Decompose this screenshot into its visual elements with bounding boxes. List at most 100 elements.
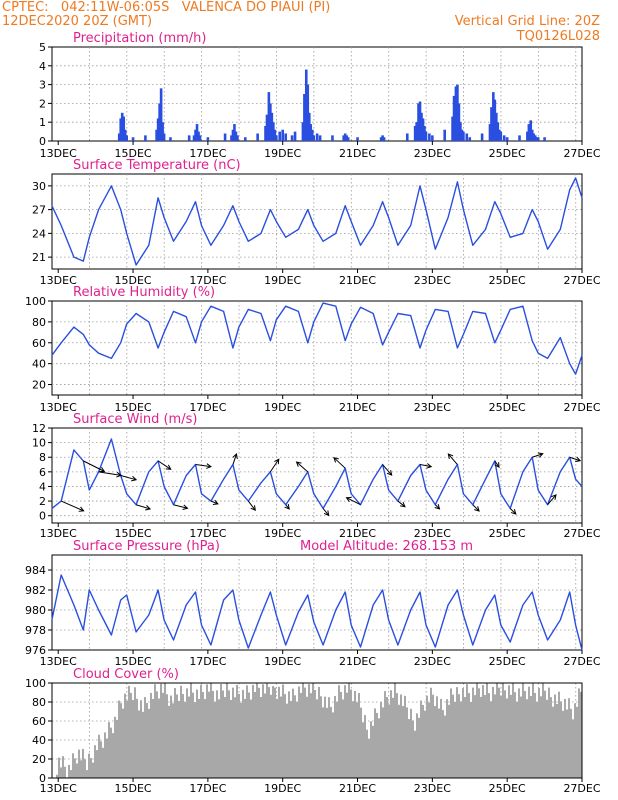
cloud-column	[498, 687, 500, 778]
wind-arrow-head	[333, 456, 339, 463]
wind-arrow-head	[284, 503, 290, 510]
panel-title: Surface Temperature (nC)	[73, 158, 241, 173]
x-tick-label: 21DEC	[339, 527, 376, 540]
panel-title: Relative Humidity (%)	[73, 285, 215, 300]
panel-3: 0 2 46 810 12 13DEC 15DEC 17DEC 19DEC 21DEC 23DEC 2…	[32, 412, 601, 540]
cloud-column	[356, 702, 358, 778]
series-line	[51, 574, 583, 651]
wind-arrow	[382, 464, 393, 476]
cloud-column	[408, 719, 410, 778]
cloud-column	[142, 711, 144, 778]
precip-bar	[452, 95, 456, 141]
y-tick-label: 20	[32, 753, 46, 766]
x-tick-label: 17DEC	[189, 147, 226, 160]
precip-bar	[269, 103, 272, 141]
x-tick-label: 15DEC	[115, 655, 152, 668]
cloud-column	[222, 690, 224, 778]
cloud-column	[228, 690, 230, 778]
cloud-column	[58, 757, 60, 778]
cloud-column	[280, 696, 282, 778]
cloud-column	[114, 716, 116, 778]
wind-arrow	[532, 453, 543, 458]
wind-arrow	[83, 460, 105, 472]
wind-arrow-head	[537, 452, 544, 458]
x-tick-label: 23DEC	[414, 147, 451, 160]
panel-frame	[51, 554, 583, 651]
cloud-column	[550, 697, 552, 778]
cloud-column	[246, 685, 248, 778]
precip-bar	[230, 135, 233, 141]
precip-bar	[502, 135, 506, 141]
cloud-column	[322, 707, 324, 778]
cloud-column	[168, 705, 170, 778]
cloud-column	[314, 690, 316, 778]
cloud-column	[304, 687, 306, 778]
precip-bar	[498, 129, 501, 141]
precip-bar	[315, 133, 319, 141]
cloud-column	[194, 702, 196, 778]
cloud-column	[438, 708, 440, 778]
cloud-column	[532, 683, 534, 778]
x-tick-label: 27DEC	[563, 527, 600, 540]
cloud-column	[132, 699, 134, 778]
cloud-column	[270, 694, 272, 778]
x-tick-label: 13DEC	[40, 147, 77, 160]
cloud-column	[224, 697, 226, 778]
cloud-column	[210, 683, 212, 778]
x-tick-label: 27DEC	[563, 655, 600, 668]
cloud-column	[332, 712, 334, 778]
panel-frame	[51, 46, 583, 142]
cloud-column	[276, 698, 278, 778]
precip-bar	[301, 122, 305, 141]
wind-arrow	[173, 504, 188, 509]
precip-bar	[496, 122, 500, 141]
precip-bar	[187, 135, 191, 141]
cloud-column	[424, 710, 426, 778]
cloud-column	[514, 692, 516, 778]
cloud-column	[494, 694, 496, 778]
precip-bar	[281, 129, 285, 141]
y-tick-label: 982	[25, 584, 46, 597]
x-tick-label: 19DEC	[264, 655, 301, 668]
panel-2: 20 40 60 80 100 13DEC 15DEC 17DEC 19DEC 21DEC 23DE…	[25, 285, 601, 414]
precip-bar	[526, 131, 529, 141]
wind-arrow-head	[399, 501, 406, 508]
y-tick-label: 4	[39, 60, 46, 73]
cloud-column	[108, 722, 110, 778]
precip-bar	[192, 135, 196, 141]
wind-arrow-head	[386, 470, 393, 476]
x-tick-label: 25DEC	[489, 782, 526, 795]
cloud-column	[128, 685, 130, 778]
y-tick-label: 100	[25, 677, 46, 690]
cloud-column	[404, 695, 406, 778]
wind-arrow	[296, 461, 309, 473]
precip-bar	[310, 129, 314, 141]
precip-bar	[530, 129, 534, 141]
cloud-column	[412, 720, 414, 778]
y-tick-label: 24	[32, 227, 46, 240]
cloud-column	[430, 687, 432, 778]
precip-bar	[120, 112, 124, 141]
precip-bar	[234, 131, 238, 141]
cloud-column	[256, 683, 258, 778]
precip-bar	[413, 125, 417, 141]
cloud-column	[508, 685, 510, 778]
precip-bar	[117, 133, 121, 141]
y-tick-label: 21	[32, 251, 46, 264]
precip-bar	[270, 112, 274, 141]
x-tick-label: 19DEC	[264, 401, 301, 414]
cloud-column	[442, 710, 444, 778]
panel-4: 976 978 980 982 984 13DEC 15DEC 17DEC 19DEC 21DEC…	[25, 539, 601, 668]
precip-bar	[460, 129, 464, 141]
cloud-column	[78, 749, 80, 778]
precip-bar	[275, 135, 278, 141]
cloud-column	[254, 692, 256, 778]
cloud-column	[384, 691, 386, 778]
cloud-column	[402, 706, 404, 778]
cloud-column	[298, 686, 300, 778]
y-tick-label: 0	[39, 510, 46, 523]
cloud-column	[96, 750, 98, 778]
cloud-column	[144, 697, 146, 778]
x-tick-label: 15DEC	[115, 527, 152, 540]
cloud-column	[284, 694, 286, 778]
